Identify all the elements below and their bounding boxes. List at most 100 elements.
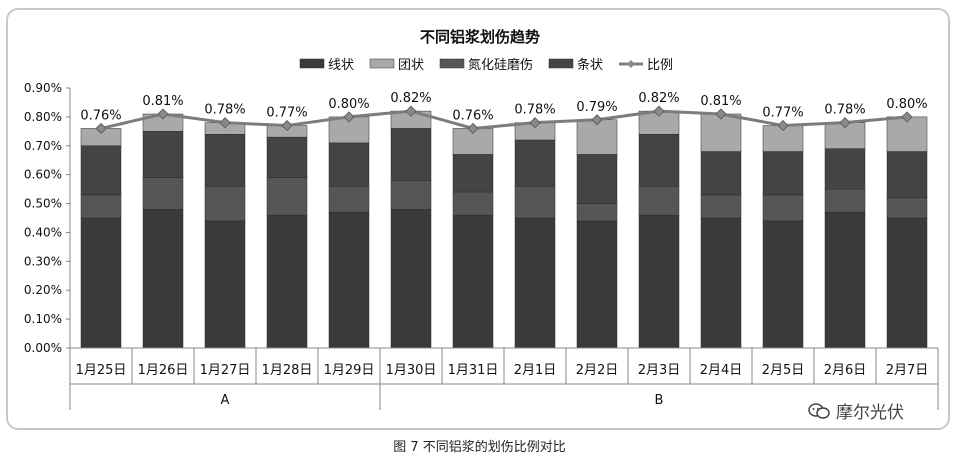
- x-tick-label: 1月25日: [76, 363, 127, 378]
- ratio-data-label: 0.79%: [576, 100, 617, 115]
- legend-swatch: [548, 58, 574, 69]
- bar-segment: [700, 151, 742, 196]
- bar-segment: [390, 209, 432, 349]
- y-tick-label: 0.40%: [24, 225, 62, 239]
- chart-svg: 不同铝浆划伤趋势 线状 团状 氮化硅磨伤 条状 比例 0.00%0.10%0.20%0.…: [24, 28, 939, 410]
- bar-segment: [142, 131, 184, 178]
- bar-segment: [328, 211, 370, 349]
- x-tick-label: 1月29日: [324, 363, 375, 378]
- ratio-point: [715, 108, 727, 120]
- watermark-text: 摩尔光伏: [836, 403, 904, 423]
- bar-segment: [328, 185, 370, 213]
- y-tick-label: 0.00%: [24, 341, 62, 355]
- group-label: B: [655, 393, 664, 408]
- watermark: 摩尔光伏: [808, 398, 904, 423]
- bar-segment: [824, 148, 866, 190]
- ratio-point: [653, 105, 665, 117]
- y-tick-label: 0.50%: [24, 197, 62, 211]
- bar-segment: [514, 217, 556, 349]
- ratio-data-label: 0.76%: [452, 108, 493, 123]
- ratio-point: [281, 119, 293, 132]
- bar-segment: [452, 154, 494, 193]
- y-tick-label: 0.20%: [24, 283, 62, 297]
- bar-segment: [514, 139, 556, 187]
- bar-segment: [638, 133, 680, 187]
- bar-segment: [266, 136, 308, 178]
- ratio-data-label: 0.78%: [204, 103, 245, 118]
- bar-segment: [142, 209, 184, 349]
- bar-segment: [576, 220, 618, 349]
- legend-swatch: [299, 58, 325, 69]
- legend-label: 条状: [577, 57, 603, 73]
- ratio-data-label: 0.76%: [80, 108, 121, 123]
- x-tick-label: 2月5日: [762, 363, 805, 378]
- wechat-icon: [808, 402, 830, 419]
- bar-segment: [266, 214, 308, 349]
- ratio-point: [95, 122, 107, 135]
- x-axis: 1月25日 1月26日 1月27日 1月28日 1月29日 1月30日 1月31日 2月1日 2…: [69, 347, 939, 410]
- ratio-point: [777, 119, 789, 132]
- ratio-point: [901, 111, 913, 123]
- bar-segment: [204, 185, 246, 222]
- x-tick-label: 2月6日: [824, 363, 867, 378]
- figure-caption: 图 7 不同铝浆的划伤比例对比: [393, 440, 566, 455]
- ratio-data-label: 0.82%: [638, 91, 679, 106]
- bar-segment: [886, 197, 928, 219]
- ratio-data-label: 0.78%: [824, 103, 865, 118]
- y-tick-label: 0.60%: [24, 168, 62, 182]
- bar-segment: [824, 211, 866, 349]
- ratio-data-label: 0.82%: [390, 91, 431, 106]
- chart-title: 不同铝浆划伤趋势: [420, 28, 540, 46]
- ratio-point: [839, 117, 851, 129]
- bar-segment: [328, 142, 370, 187]
- chart-legend: 线状 团状 氮化硅磨伤 条状 比例: [299, 57, 673, 73]
- legend-label: 线状: [328, 58, 354, 73]
- legend-swatch: [439, 58, 465, 69]
- ratio-point: [591, 114, 603, 126]
- legend-label: 比例: [647, 58, 673, 73]
- bar-segment: [700, 113, 742, 152]
- x-tick-label: 2月1日: [514, 363, 557, 378]
- bar-segment: [142, 177, 184, 210]
- bar-segment: [80, 217, 122, 349]
- bar-segment: [80, 145, 122, 196]
- bar-segment: [886, 217, 928, 349]
- ratio-data-label: 0.77%: [266, 106, 307, 121]
- bar-segment: [390, 180, 432, 210]
- y-tick-label: 0.90%: [24, 81, 62, 95]
- chart-axes: 0.00% 0.10% 0.20% 0.30% 0.40% 0.50% 0.60% 0.70%…: [24, 81, 71, 355]
- bar-segment: [886, 151, 928, 199]
- bar-segment: [638, 185, 680, 216]
- y-tick-label: 0.10%: [24, 312, 62, 326]
- legend-swatch: [369, 58, 395, 69]
- bar-segment: [700, 194, 742, 219]
- ratio-point: [157, 108, 169, 120]
- x-tick-label: 1月27日: [200, 363, 251, 378]
- bar-segment: [80, 194, 122, 219]
- bar-segment: [824, 122, 866, 149]
- ratio-data-label: 0.80%: [886, 97, 927, 112]
- ratio-data-label: 0.81%: [142, 94, 183, 109]
- bar-segment: [576, 119, 618, 155]
- group-label: A: [221, 393, 230, 408]
- ratio-point: [405, 105, 417, 117]
- bar-segment: [452, 214, 494, 349]
- y-tick-label: 0.30%: [24, 254, 62, 268]
- ratio-data-label: 0.80%: [328, 97, 369, 112]
- bar-segment: [638, 214, 680, 349]
- bar-segment: [576, 203, 618, 222]
- bar-segment: [762, 151, 804, 196]
- legend-label: 团状: [398, 58, 424, 73]
- y-tick-label: 0.80%: [24, 110, 62, 124]
- x-tick-label: 1月31日: [448, 363, 499, 378]
- x-tick-label: 2月4日: [700, 363, 743, 378]
- bar-segment: [762, 220, 804, 349]
- bar-segment: [700, 217, 742, 349]
- ratio-point: [467, 122, 479, 135]
- x-tick-label: 2月3日: [638, 363, 681, 378]
- ratio-line: [100, 109, 908, 130]
- x-tick-label: 1月30日: [386, 363, 437, 378]
- bar-segment: [576, 154, 618, 204]
- x-tick-label: 1月28日: [262, 363, 313, 378]
- x-tick-label: 2月7日: [886, 363, 929, 378]
